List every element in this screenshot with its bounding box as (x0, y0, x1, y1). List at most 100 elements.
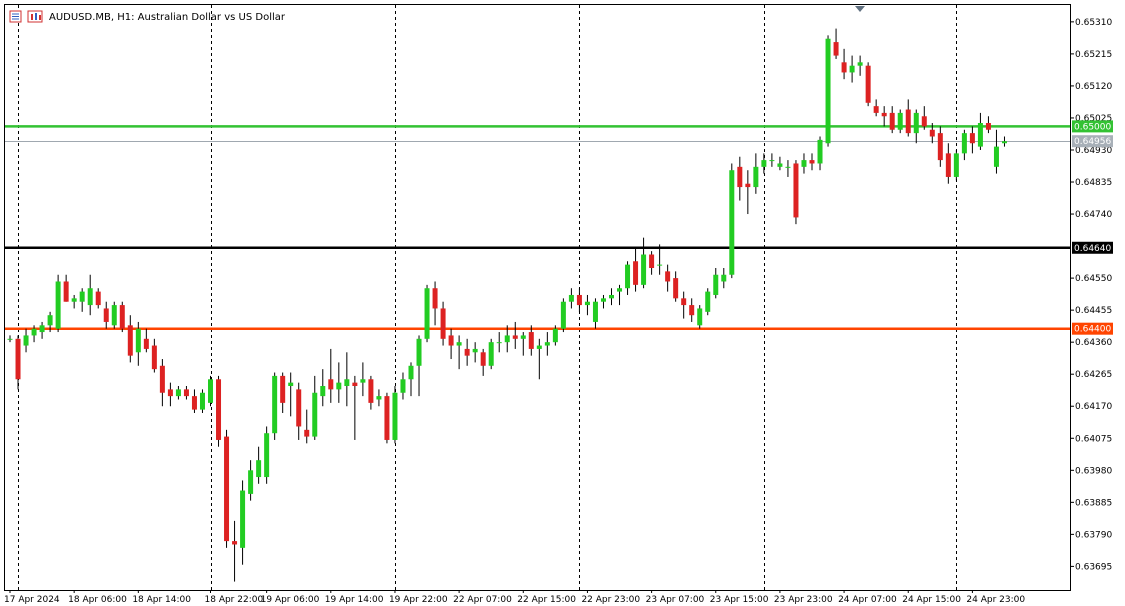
time-tick-label: 23 Apr 23:00 (774, 595, 833, 605)
candle (665, 264, 671, 292)
candle (432, 281, 438, 326)
candle-body (993, 146, 999, 167)
candle-body (216, 379, 222, 440)
candle (769, 153, 775, 167)
candle (127, 315, 133, 363)
candle-body (208, 379, 213, 403)
candle-body (985, 123, 991, 130)
candle-body (849, 65, 855, 73)
candle-body (272, 375, 278, 434)
candle-body (769, 160, 775, 162)
candle (464, 338, 470, 366)
candle-body (953, 153, 959, 177)
candle-body (833, 42, 839, 56)
candle-body (504, 335, 510, 343)
candle (87, 274, 93, 316)
candle (657, 244, 663, 275)
price-tick-label: 0.65025 (1075, 114, 1112, 124)
candle (304, 409, 310, 444)
candle (47, 311, 53, 333)
price-tick-label: 0.64835 (1075, 178, 1112, 188)
candle-body (167, 389, 173, 397)
candle-body (873, 106, 879, 113)
candle (296, 382, 302, 440)
candle (592, 298, 598, 329)
candle (344, 352, 350, 407)
candle (568, 288, 574, 309)
time-tick-label: 24 Apr 23:00 (966, 595, 1025, 605)
candle (745, 170, 751, 215)
candles (7, 28, 1007, 582)
vertical-grid (18, 5, 957, 590)
candle-body (801, 160, 807, 167)
candle-body (1001, 141, 1007, 144)
candle (159, 359, 165, 407)
candle (95, 288, 101, 309)
candle-body (39, 325, 45, 333)
price-tick-label: 0.63885 (1075, 498, 1112, 508)
candle (328, 348, 334, 403)
candle-body (697, 308, 703, 326)
level-tag-0.64400: 0.64400 (1072, 322, 1113, 335)
candle-body (304, 429, 310, 437)
candle-body (897, 112, 903, 130)
candle-body (143, 338, 149, 349)
candle-body (175, 389, 181, 397)
candle (440, 301, 446, 346)
candle-body (560, 301, 566, 329)
candle (392, 386, 398, 444)
svg-text:0.65000: 0.65000 (1074, 122, 1111, 132)
candle-body (320, 386, 326, 397)
price-tick-label: 0.65310 (1075, 18, 1112, 28)
candle-body (865, 65, 871, 103)
price-tick-label: 0.64075 (1075, 434, 1112, 444)
candle (520, 332, 526, 356)
candle (681, 291, 687, 319)
candle-body (135, 328, 141, 353)
candle-body (240, 490, 246, 548)
candle-body (793, 163, 799, 218)
candle (63, 274, 69, 302)
candle (544, 332, 550, 356)
candle-body (841, 62, 847, 73)
candle-body (729, 170, 735, 275)
menu-icon[interactable] (9, 10, 22, 23)
candle (785, 160, 791, 177)
candle (272, 372, 278, 440)
chart-shift-triangle-icon[interactable] (855, 6, 865, 12)
price-axis[interactable]: 0.65310 0.65215 0.65120 0.65025 0.64930 0.648… (1070, 18, 1112, 573)
candle-body (472, 348, 478, 353)
candle-body (328, 379, 334, 390)
candle (216, 375, 222, 447)
candle-body (15, 338, 21, 380)
candle-body (183, 389, 189, 397)
chart-type-icon[interactable] (27, 10, 43, 23)
candle-body (785, 166, 791, 168)
candle (352, 375, 358, 440)
price-tick-label: 0.64550 (1075, 274, 1112, 284)
candle (31, 325, 37, 343)
candle (945, 143, 951, 184)
time-tick-label: 19 Apr 22:00 (389, 595, 448, 605)
price-tick-label: 0.64360 (1075, 338, 1112, 348)
candle-body (63, 281, 69, 302)
candle-body (657, 264, 663, 266)
level-tag-0.65000: 0.65000 (1072, 120, 1113, 133)
candle-body (665, 271, 671, 282)
candle (833, 28, 839, 59)
candle-body (961, 133, 967, 154)
candle-body (609, 294, 614, 299)
candle-body (256, 460, 262, 478)
time-tick-label: 18 Apr 06:00 (68, 595, 127, 605)
candle-body (376, 396, 382, 400)
candle-body (400, 379, 406, 393)
candle (649, 251, 655, 275)
candle-body (673, 278, 679, 299)
candle-body (568, 294, 574, 302)
candle-body (969, 133, 975, 144)
time-axis[interactable]: 17 Apr 2024 18 Apr 06:00 18 Apr 14:00 18 Ap… (4, 590, 1025, 605)
candle-body (929, 129, 935, 137)
candle-body (440, 308, 446, 339)
candle (777, 156, 783, 171)
